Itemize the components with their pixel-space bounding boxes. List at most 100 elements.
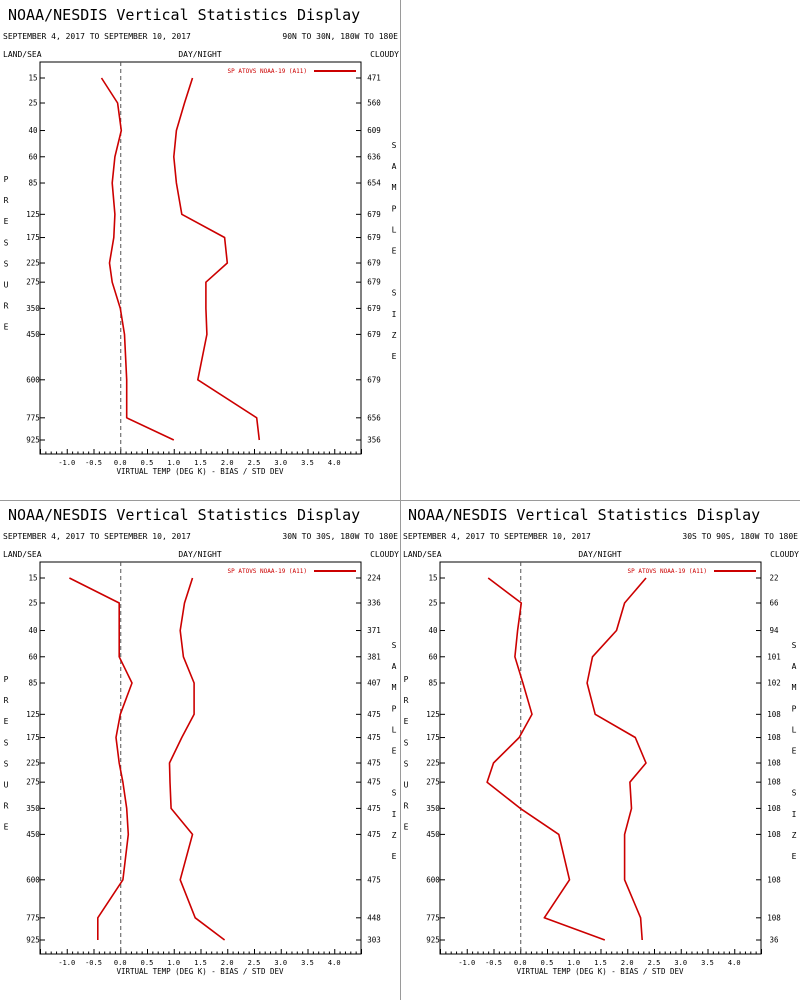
sample-size-label: 679 [367, 259, 381, 268]
header-cloudy: CLOUDY [770, 550, 799, 559]
bias-series-line [100, 77, 175, 441]
chart-title: NOAA/NESDIS Vertical Statistics Display [8, 6, 360, 24]
pressure-level-label: 225 [26, 259, 40, 268]
sample-size-label: 475 [367, 875, 381, 884]
pressure-level-label: 350 [26, 304, 40, 313]
pressure-level-label: 600 [26, 875, 40, 884]
chart-svg: NOAA/NESDIS Vertical Statistics Display S… [403, 506, 799, 976]
pressure-level-label: 175 [26, 733, 40, 742]
header-land-sea: LAND/SEA [403, 550, 442, 559]
sample-size-label: 108 [767, 759, 781, 768]
x-tick-label: -1.0 [458, 959, 475, 967]
sample-size-label: 475 [367, 778, 381, 787]
x-tick-label: 3.0 [274, 959, 287, 967]
sample-size-label: 108 [767, 875, 781, 884]
pressure-level-label: 275 [26, 278, 40, 287]
bias-series-line [486, 577, 606, 941]
sample-size-label: 371 [367, 626, 381, 635]
std-dev-series-line [168, 577, 226, 941]
pressure-level-label: 275 [426, 778, 440, 787]
x-tick-label: 3.0 [674, 959, 687, 967]
pressure-level-label: 275 [26, 778, 40, 787]
pressure-level-label: 40 [28, 626, 38, 635]
pressure-level-label: 450 [26, 830, 40, 839]
sample-size-label: 303 [367, 936, 381, 945]
x-tick-label: 3.5 [701, 959, 714, 967]
pressure-level-label: 85 [28, 679, 37, 688]
x-tick-label: 2.5 [248, 459, 261, 467]
pressure-level-label: 350 [26, 804, 40, 813]
pressure-level-label: 125 [26, 710, 40, 719]
pressure-level-label: 40 [28, 126, 38, 135]
header-day-night: DAY/NIGHT [178, 550, 222, 559]
x-axis-label: VIRTUAL TEMP (DEG K) - BIAS / STD DEV [116, 467, 284, 476]
sample-size-label: 94 [769, 626, 779, 635]
sample-size-label: 108 [767, 710, 781, 719]
pressure-level-label: 15 [28, 574, 37, 583]
x-tick-label: 3.5 [301, 959, 314, 967]
pressure-level-label: 775 [426, 913, 440, 922]
pressure-level-label: 85 [28, 179, 37, 188]
x-tick-label: -0.5 [485, 959, 502, 967]
x-tick-label: 0.0 [114, 459, 127, 467]
chart-panel-tropics: NOAA/NESDIS Vertical Statistics Display S… [0, 500, 400, 1000]
x-tick-label: 3.5 [301, 459, 314, 467]
x-tick-label: 1.5 [594, 959, 607, 967]
x-tick-label: 1.0 [167, 459, 180, 467]
pressure-level-label: 85 [428, 679, 437, 688]
legend-label: SP ATOVS NOAA-19 (A11) [228, 68, 307, 75]
x-tick-label: 4.0 [328, 459, 341, 467]
legend-label: SP ATOVS NOAA-19 (A11) [228, 568, 307, 575]
pressure-level-label: 925 [26, 936, 40, 945]
sample-size-label: 475 [367, 733, 381, 742]
date-range: SEPTEMBER 4, 2017 TO SEPTEMBER 10, 2017 [3, 32, 191, 41]
panel-divider-horizontal [0, 500, 800, 501]
header-land-sea: LAND/SEA [3, 550, 42, 559]
pressure-level-label: 60 [28, 652, 38, 661]
x-tick-label: 0.5 [541, 959, 554, 967]
pressure-level-label: 25 [428, 599, 437, 608]
pressure-level-label: 125 [26, 210, 40, 219]
sample-size-label: 475 [367, 830, 381, 839]
x-axis-label: VIRTUAL TEMP (DEG K) - BIAS / STD DEV [116, 967, 284, 976]
region-label: 90N TO 30N, 180W TO 180E [282, 32, 398, 41]
sample-size-label: 336 [367, 599, 381, 608]
pressure-level-label: 925 [426, 936, 440, 945]
sample-size-label: 475 [367, 804, 381, 813]
pressure-level-label: 25 [28, 99, 37, 108]
sample-size-label: 36 [769, 936, 779, 945]
pressure-level-label: 925 [26, 436, 40, 445]
pressure-level-label: 350 [426, 804, 440, 813]
sample-size-label: 656 [367, 413, 381, 422]
pressure-level-label: 775 [26, 413, 40, 422]
pressure-level-label: 25 [28, 599, 37, 608]
header-day-night: DAY/NIGHT [178, 50, 222, 59]
sample-size-label: 609 [367, 126, 381, 135]
bias-series-line [69, 577, 133, 940]
pressure-level-label: 450 [426, 830, 440, 839]
x-tick-label: 4.0 [728, 959, 741, 967]
x-tick-label: 2.0 [621, 959, 634, 967]
header-land-sea: LAND/SEA [3, 50, 42, 59]
x-tick-label: -0.5 [85, 459, 102, 467]
pressure-level-label: 600 [26, 375, 40, 384]
sample-size-label: 679 [367, 304, 381, 313]
chart-title: NOAA/NESDIS Vertical Statistics Display [408, 506, 760, 524]
sample-size-label: 679 [367, 278, 381, 287]
region-label: 30S TO 90S, 180W TO 180E [682, 532, 798, 541]
chart-svg: NOAA/NESDIS Vertical Statistics Display S… [3, 506, 399, 976]
chart-panel-north: NOAA/NESDIS Vertical Statistics Display S… [0, 0, 400, 500]
sample-size-label: 448 [367, 913, 381, 922]
sample-size-label: 224 [367, 574, 381, 583]
sample-size-label: 636 [367, 152, 381, 161]
chart-svg: NOAA/NESDIS Vertical Statistics Display S… [3, 6, 399, 476]
pressure-level-label: 175 [26, 233, 40, 242]
pressure-level-label: 450 [26, 330, 40, 339]
sample-size-label: 679 [367, 330, 381, 339]
chart-title: NOAA/NESDIS Vertical Statistics Display [8, 506, 360, 524]
